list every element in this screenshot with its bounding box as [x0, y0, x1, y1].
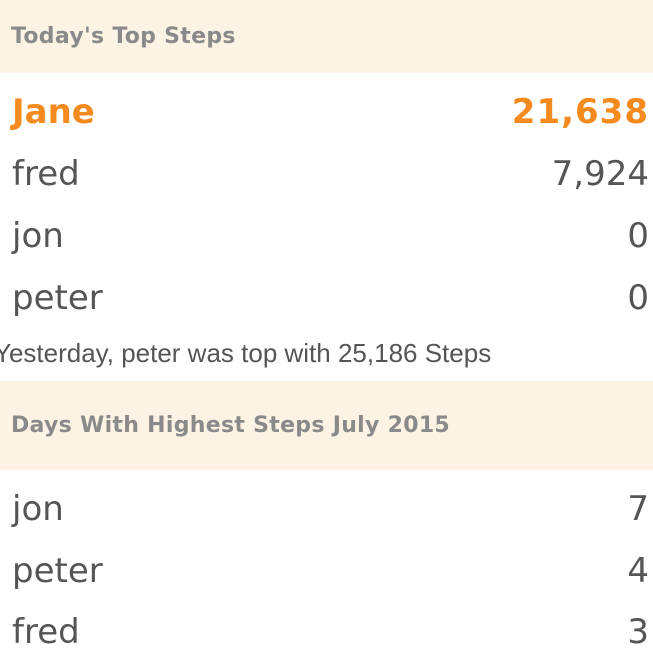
today-row-steps: 7,924	[551, 154, 649, 194]
monthly-row-days: 3	[627, 612, 649, 652]
today-row: fred 7,924	[0, 143, 653, 205]
monthly-row-days: 7	[627, 489, 649, 529]
monthly-row-days: 4	[627, 551, 649, 591]
monthly-header-title: Days With Highest Steps July 2015	[11, 413, 451, 438]
today-row-steps: 21,638	[511, 92, 649, 132]
today-row-leader: Jane 21,638	[0, 81, 653, 143]
today-row-name: peter	[12, 278, 103, 318]
today-row: peter 0	[0, 267, 653, 329]
today-row-name: fred	[12, 154, 80, 194]
today-row-name: jon	[12, 216, 64, 256]
today-row-steps: 0	[627, 278, 649, 318]
monthly-row: fred 3	[0, 601, 653, 653]
monthly-row: peter 4	[0, 540, 653, 602]
today-row-steps: 0	[627, 216, 649, 256]
monthly-highest-days-header: Days With Highest Steps July 2015	[0, 381, 653, 470]
monthly-row-name: jon	[12, 489, 64, 529]
yesterday-top-note: Yesterday, peter was top with 25,186 Ste…	[0, 337, 492, 368]
monthly-row-name: peter	[12, 551, 103, 591]
today-row: jon 0	[0, 205, 653, 267]
today-top-steps-header: Today's Top Steps	[0, 0, 653, 73]
monthly-row: jon 7	[0, 478, 653, 540]
today-header-title: Today's Top Steps	[11, 24, 236, 49]
today-row-name: Jane	[12, 92, 95, 132]
monthly-row-name: fred	[12, 612, 80, 652]
